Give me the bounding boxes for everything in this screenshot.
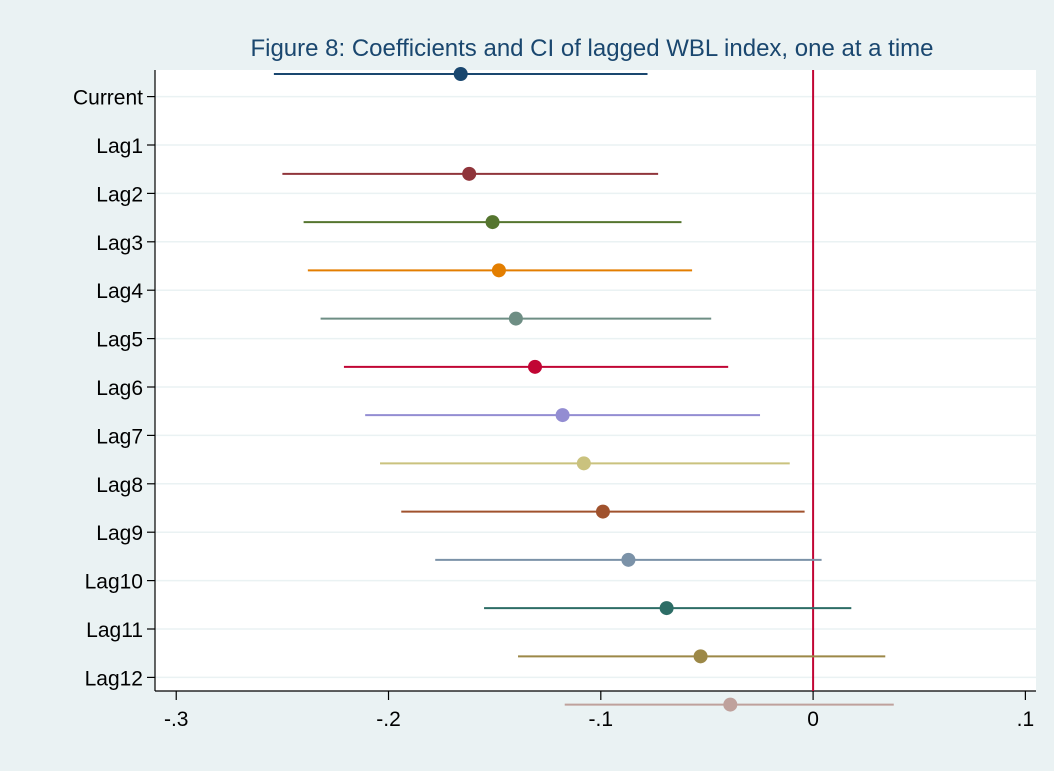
chart-title: Figure 8: Coefficients and CI of lagged … — [250, 35, 933, 62]
y-tick-label: Lag5 — [96, 329, 143, 352]
point-estimate-lag9 — [621, 552, 636, 567]
point-estimate-lag1 — [462, 166, 477, 181]
axes: Current Lag1 Lag2 Lag3 Lag4 Lag5 Lag6 Lag7 Lag8 L… — [73, 70, 1036, 731]
y-tick-label: Lag1 — [96, 135, 143, 158]
y-tick-label: Lag3 — [96, 232, 143, 255]
point-estimate-lag6 — [555, 408, 570, 423]
x-tick-label: -.3 — [164, 708, 189, 731]
y-tick-label: Lag2 — [96, 183, 143, 206]
x-tick-label: .1 — [1017, 708, 1035, 731]
y-tick-label: Lag6 — [96, 377, 143, 400]
y-tick-label: Lag8 — [96, 474, 143, 497]
point-estimate-lag2 — [485, 215, 500, 230]
grid-lines — [155, 95, 1036, 679]
point-estimate-lag5 — [527, 359, 542, 374]
point-estimate-lag4 — [508, 311, 523, 326]
x-tick-label: -.1 — [589, 708, 614, 731]
point-estimate-lag7 — [576, 456, 591, 471]
x-tick-label: 0 — [807, 708, 819, 731]
point-estimate-lag3 — [491, 263, 506, 278]
y-tick-label: Current — [73, 87, 143, 110]
plot-area — [155, 70, 1036, 691]
point-estimate-lag11 — [693, 649, 708, 664]
x-tick-label: -.2 — [376, 708, 401, 731]
point-estimate-lag8 — [595, 504, 610, 519]
y-tick-label: Lag11 — [86, 619, 143, 642]
y-tick-label: Lag10 — [85, 571, 143, 594]
y-tick-label: Lag12 — [85, 667, 143, 690]
point-estimate-lag12 — [723, 697, 738, 712]
series-layer — [273, 67, 894, 712]
y-tick-label: Lag4 — [96, 280, 143, 303]
y-tick-label: Lag7 — [96, 425, 143, 448]
point-estimate-current — [453, 67, 468, 81]
y-tick-label: Lag9 — [96, 522, 143, 545]
point-estimate-lag10 — [659, 601, 674, 616]
